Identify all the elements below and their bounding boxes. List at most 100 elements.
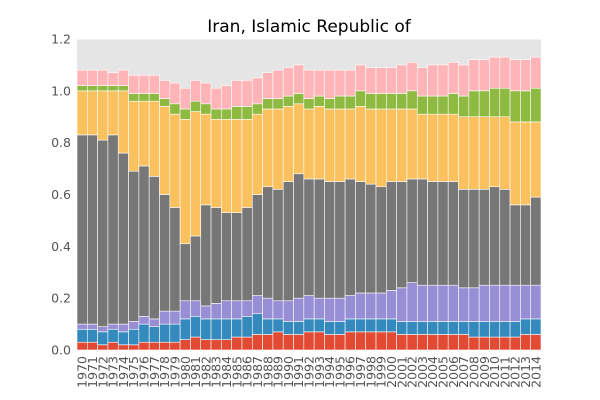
x-tick-label: 1971: [85, 356, 100, 388]
bar-segment: [396, 64, 408, 94]
bar-segment: [468, 189, 480, 289]
x-tick-label: 2013: [518, 356, 533, 388]
bar-segment: [499, 336, 511, 351]
bar-segment: [324, 181, 336, 299]
bar-segment: [159, 323, 171, 343]
bar-segment: [355, 90, 367, 107]
bar-segment: [117, 344, 129, 351]
bar-segment: [138, 93, 150, 102]
bar-segment: [117, 323, 129, 333]
y-tick-label: 0.2: [51, 291, 71, 306]
bar-segment: [509, 204, 521, 286]
bar-segment: [303, 178, 315, 296]
bar-segment: [458, 321, 470, 335]
bar-segment: [107, 90, 119, 136]
bar-segment: [530, 334, 542, 351]
x-tick-label: 2006: [446, 356, 461, 388]
bar-segment: [87, 323, 98, 330]
x-tick-label: 1994: [322, 356, 337, 388]
bar-segment: [159, 80, 171, 99]
bar-segment: [148, 74, 160, 94]
bar-segment: [148, 318, 160, 327]
bar-segment: [416, 113, 428, 180]
bar-segment: [169, 113, 181, 208]
bar-segment: [107, 341, 119, 351]
bar-segment: [148, 100, 160, 177]
bar-segment: [179, 318, 191, 340]
bar-segment: [169, 103, 181, 115]
x-tick-label: 1992: [302, 356, 317, 388]
x-tick-label: 1979: [167, 356, 182, 388]
bar-segment: [169, 82, 181, 105]
bar-segment: [87, 134, 98, 325]
bar-segment: [200, 305, 212, 320]
bar-segment: [138, 100, 150, 167]
bar-segment: [396, 181, 408, 289]
x-tick-label: 1973: [106, 356, 121, 388]
x-tick-label: 1998: [363, 356, 378, 388]
bar-segment: [87, 341, 98, 351]
bar-segment: [386, 93, 397, 110]
bar-segment: [375, 318, 387, 333]
bar-segment: [478, 284, 490, 322]
bar-segment: [386, 290, 397, 320]
bar-segment: [251, 194, 263, 296]
bar-segment: [210, 318, 222, 340]
x-tick-label: 1988: [260, 356, 275, 388]
bar-segment: [386, 181, 397, 291]
bar-segment: [489, 336, 501, 351]
bar-segment: [447, 62, 459, 94]
bar-segment: [530, 121, 542, 198]
bar-segment: [159, 98, 171, 107]
bar-segment: [107, 134, 119, 325]
bar-segment: [97, 344, 109, 351]
bar-segment: [231, 318, 243, 338]
bar-segment: [509, 284, 521, 322]
x-tick-label: 2001: [394, 356, 409, 388]
bar-segment: [169, 323, 181, 343]
bar-segment: [241, 207, 253, 302]
bar-segment: [303, 69, 315, 99]
y-tick-label: 1.2: [51, 32, 71, 47]
bar-segment: [324, 98, 336, 110]
bar-segment: [200, 113, 212, 206]
y-axis: 0.0 0.2 0.4 0.6 0.8 1.0 1.2: [51, 32, 71, 358]
x-tick-label: 1980: [178, 356, 193, 388]
bar-segment: [406, 282, 418, 322]
bar-segment: [221, 119, 232, 213]
bar-segment: [334, 69, 346, 97]
bar-segment: [489, 321, 501, 338]
x-tick-label: 2010: [487, 356, 502, 388]
x-tick-label: 2000: [384, 356, 399, 388]
bar-segment: [396, 93, 408, 110]
bar-segment: [138, 74, 150, 94]
bar-segment: [303, 318, 315, 333]
bar-segment: [478, 59, 490, 92]
x-tick-label: 1999: [374, 356, 389, 388]
bar-segment: [427, 321, 439, 335]
bar-segment: [159, 194, 171, 312]
bar-segment: [117, 69, 129, 86]
bar-segment: [313, 318, 325, 333]
bar-segment: [375, 292, 387, 320]
bar-segment: [262, 186, 274, 299]
bar-segment: [499, 189, 511, 286]
bar-segment: [241, 300, 253, 317]
bar-segment: [499, 87, 511, 118]
bar-segment: [478, 321, 490, 338]
bar-segment: [509, 336, 521, 351]
chart-title: Iran, Islamic Republic of: [207, 17, 412, 37]
bar-segment: [251, 113, 263, 195]
x-tick-label: 2005: [436, 356, 451, 388]
bar-segment: [396, 321, 408, 335]
x-tick-label: 1981: [188, 356, 203, 388]
bar-segment: [117, 331, 129, 346]
bar-segment: [159, 341, 171, 351]
bar-segment: [117, 152, 129, 325]
bar-segment: [293, 321, 305, 335]
bar-segment: [427, 334, 439, 351]
bar-segment: [128, 170, 140, 322]
bar-segment: [221, 339, 232, 351]
bar-segment: [272, 189, 284, 302]
bar-segment: [334, 321, 346, 335]
